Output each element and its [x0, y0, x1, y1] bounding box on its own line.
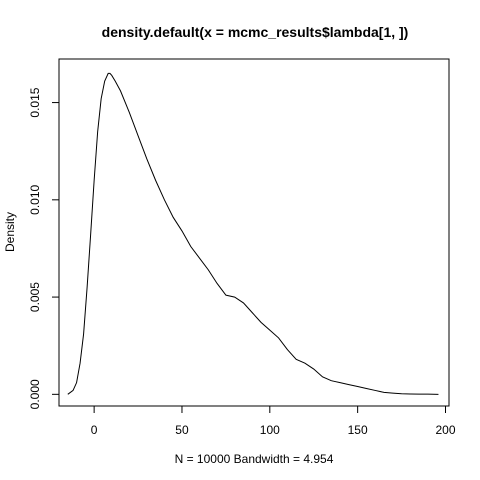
x-tick-label: 200: [435, 423, 455, 437]
y-tick-label: 0.000: [28, 379, 42, 409]
plot-frame: [58, 58, 450, 407]
x-tick-label: 50: [175, 423, 189, 437]
x-tick-label: 150: [348, 423, 368, 437]
y-tick-label: 0.005: [28, 282, 42, 312]
density-curve: [67, 72, 439, 395]
x-tick-label: 100: [260, 423, 280, 437]
x-tick-label: 0: [91, 423, 98, 437]
y-tick-label: 0.015: [28, 87, 42, 117]
y-axis-label: Density: [3, 212, 17, 252]
x-axis-label: N = 10000 Bandwidth = 4.954: [175, 452, 334, 466]
chart-title: density.default(x = mcmc_results$lambda[…: [102, 24, 409, 40]
y-axis: 0.000 0.005 0.010 0.015: [28, 87, 60, 409]
x-axis: 0 50 100 150 200: [91, 405, 456, 437]
y-tick-label: 0.010: [28, 184, 42, 214]
